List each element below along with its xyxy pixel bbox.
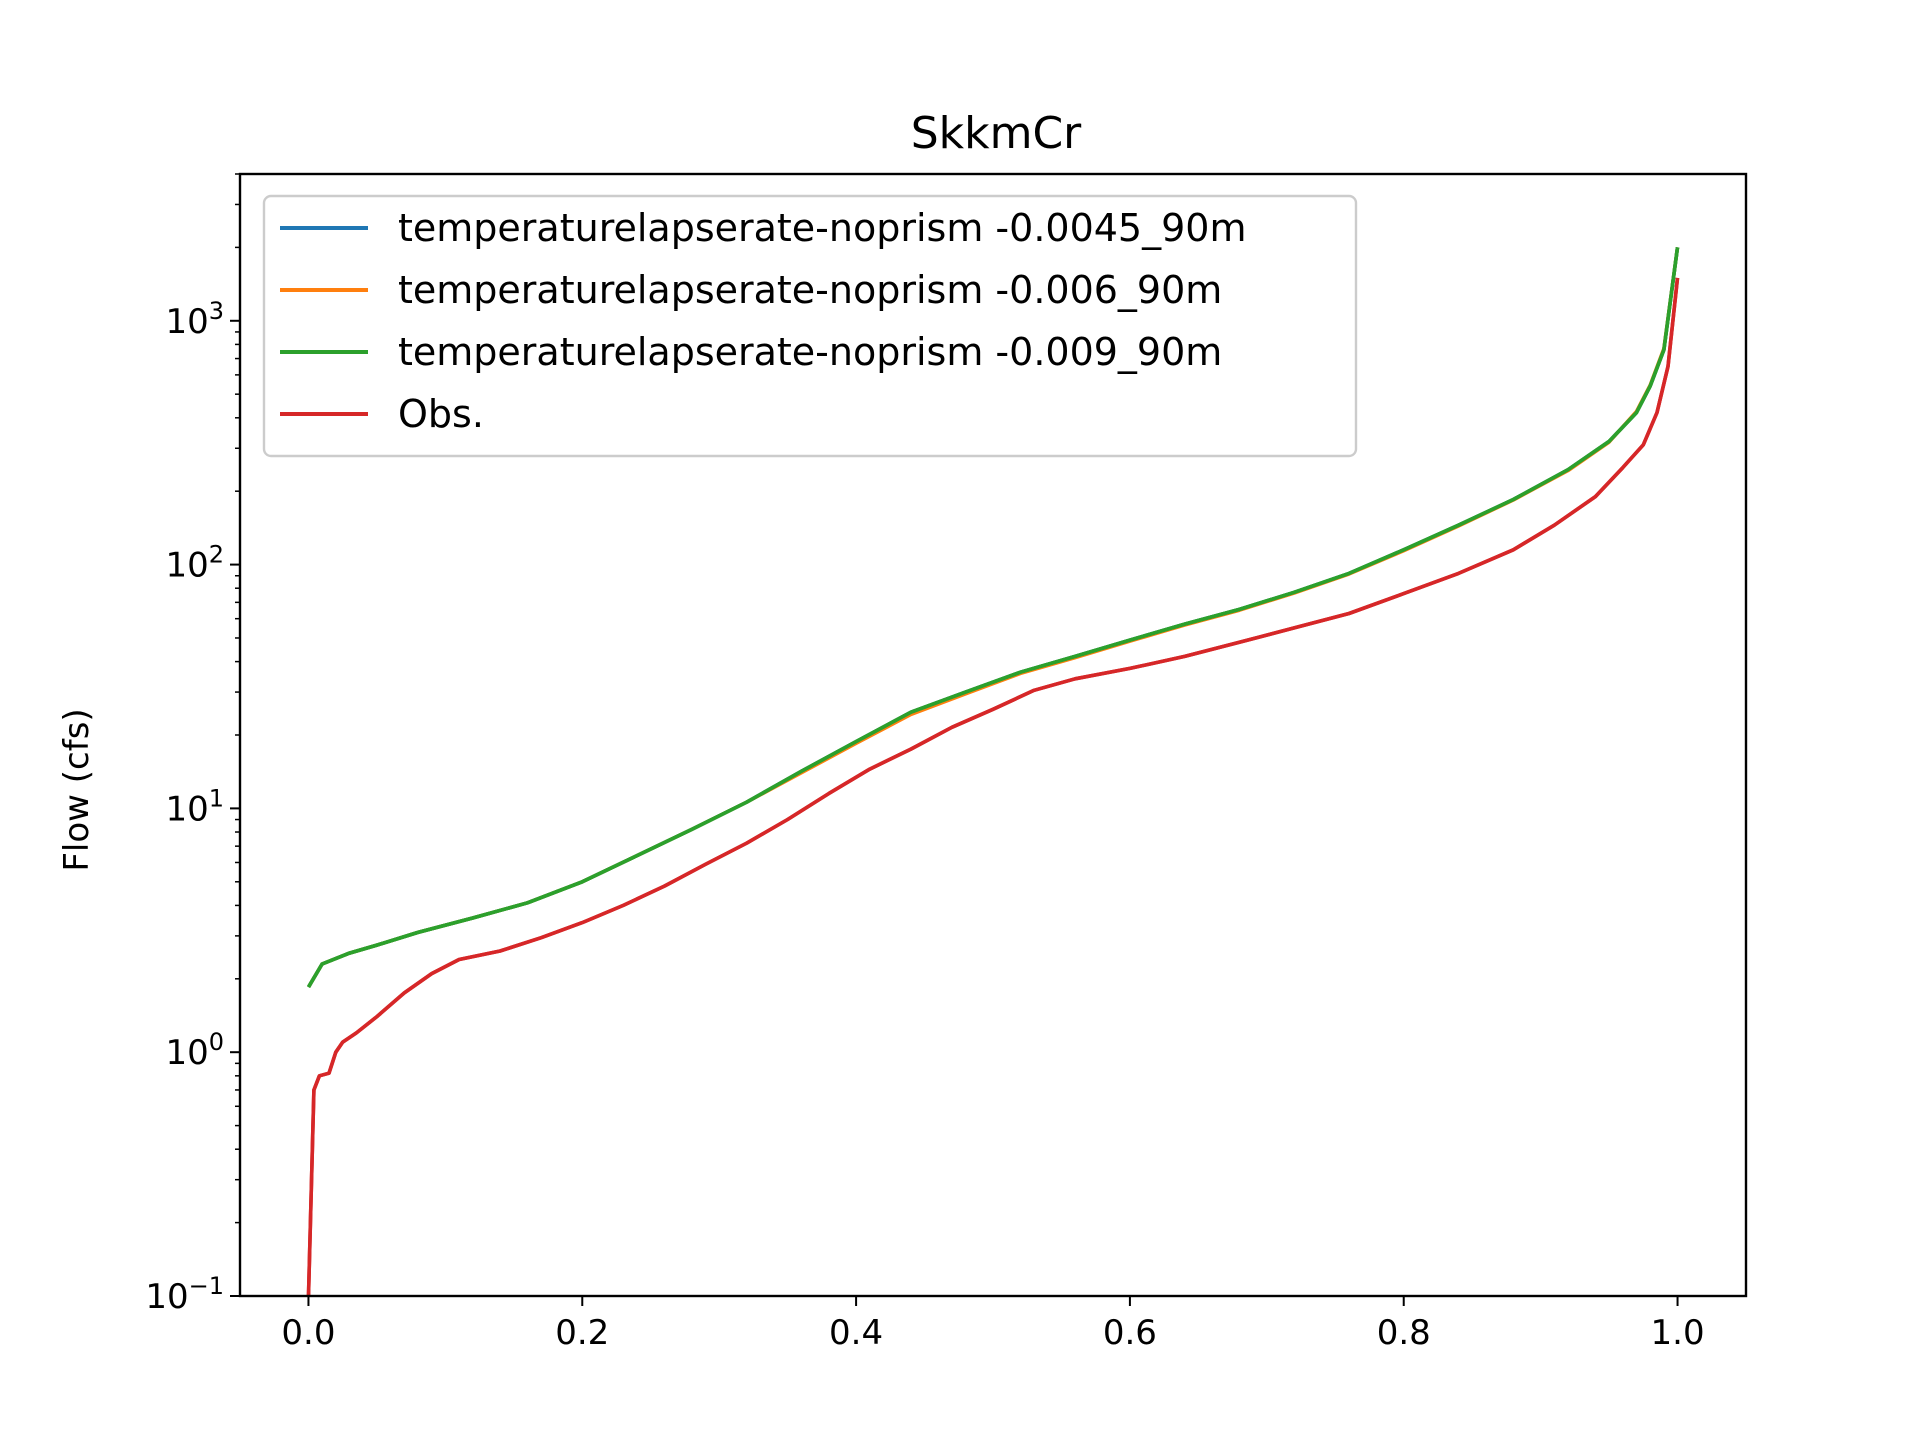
y-tick-base: 10	[165, 546, 208, 586]
x-tick-label: 0.2	[555, 1313, 609, 1353]
x-tick-label: 1.0	[1651, 1313, 1705, 1353]
y-tick-label: 103	[165, 297, 224, 342]
series-layer	[306, 247, 1680, 1297]
y-tick-label: 102	[165, 541, 224, 586]
y-tick-exponent: −1	[189, 1272, 224, 1300]
y-tick-exponent: 1	[209, 784, 224, 812]
series-line-3-overlay	[306, 247, 1680, 989]
series-line-obs-overlay	[306, 277, 1680, 1297]
y-tick-base: 10	[165, 1033, 208, 1073]
x-axis-ticks: 0.0 0.2 0.4 0.6 0.8 1.0	[281, 1296, 1705, 1353]
legend-label: temperaturelapserate-noprism -0.009_90m	[398, 330, 1222, 374]
y-tick-exponent: 0	[209, 1028, 224, 1056]
y-tick-base: 10	[165, 302, 208, 342]
legend-label: temperaturelapserate-noprism -0.0045_90m	[398, 206, 1246, 250]
x-tick-label: 0.8	[1377, 1313, 1431, 1353]
x-tick-label: 0.6	[1103, 1313, 1157, 1353]
legend-entries: temperaturelapserate-noprism -0.0045_90m…	[280, 206, 1246, 436]
x-tick-label: 0.0	[281, 1313, 335, 1353]
plot-frame	[238, 172, 1748, 1298]
legend-label: temperaturelapserate-noprism -0.006_90m	[398, 268, 1222, 312]
x-tick-label: 0.4	[829, 1313, 883, 1353]
y-tick-label: 100	[165, 1028, 224, 1073]
y-tick-exponent: 3	[209, 297, 224, 325]
y-axis-label: Flow (cfs)	[57, 708, 97, 871]
legend: temperaturelapserate-noprism -0.0045_90m…	[262, 194, 1358, 458]
legend-label: Obs.	[398, 392, 484, 436]
y-tick-label: 101	[165, 784, 224, 829]
y-tick-exponent: 2	[209, 541, 224, 569]
chart-title: SkkmCr	[911, 108, 1082, 159]
y-tick-label: 10−1	[145, 1272, 224, 1317]
y-tick-base: 10	[165, 789, 208, 829]
y-tick-base: 10	[145, 1277, 188, 1317]
legend-box	[262, 194, 1358, 458]
